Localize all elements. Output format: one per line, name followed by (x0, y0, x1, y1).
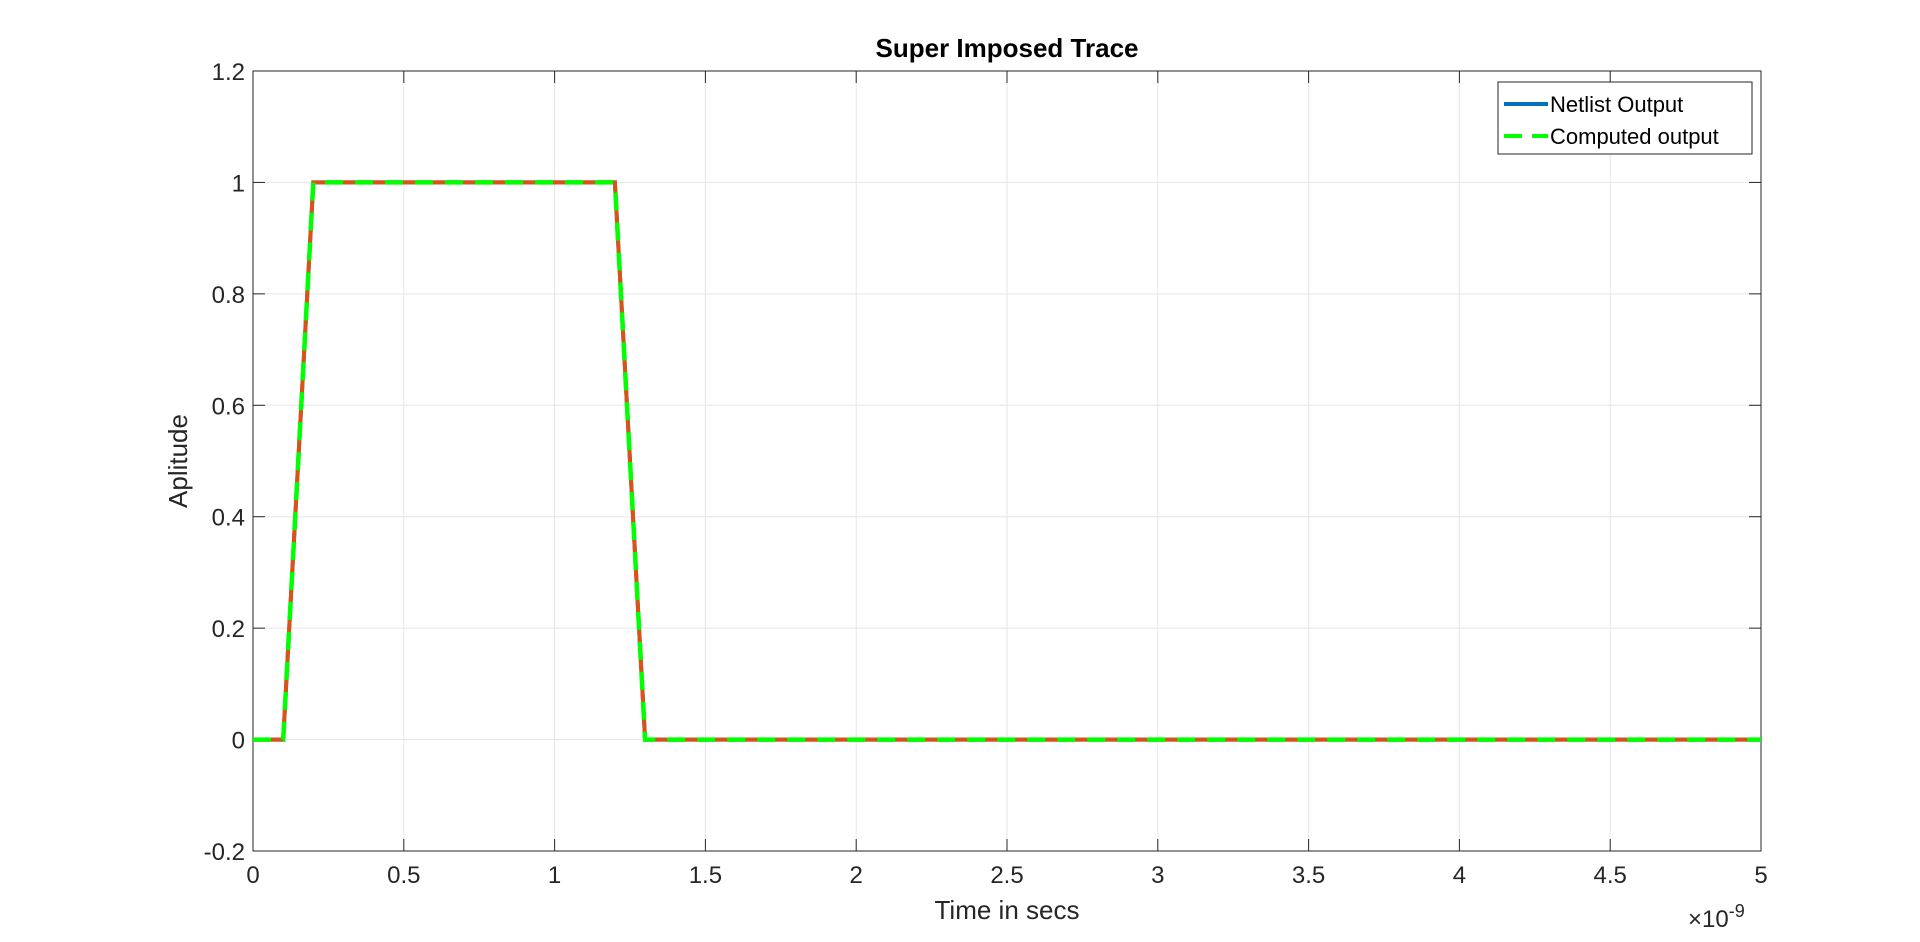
y-tick-label: 0.4 (212, 505, 245, 532)
y-tick-label: 1 (232, 170, 245, 197)
x-tick-label: 1.5 (689, 862, 722, 889)
x-tick-label: 3 (1151, 862, 1164, 889)
plot-series (253, 180, 1761, 742)
axis-ticks: 0 0.5 1 1.5 2 2.5 3 3.5 4 4.5 5-0.200.20.40.60.811… (204, 59, 1768, 889)
x-tick-label: 4.5 (1594, 862, 1627, 889)
x-axis-label: Time in secs (935, 895, 1080, 925)
y-axis-label: Aplitude (163, 414, 193, 508)
legend-box (1497, 81, 1753, 155)
legend: Netlist Output Computed output (1497, 81, 1753, 155)
legend-label: Netlist Output (1550, 92, 1683, 117)
y-tick-label: 0.8 (212, 282, 245, 309)
x-axis-exponent: ×10-9 (1688, 901, 1745, 933)
x-tick-label: 2 (850, 862, 863, 889)
legend-label: Computed output (1550, 124, 1719, 149)
chart-title: Super Imposed Trace (876, 33, 1139, 63)
y-tick-label: 0.2 (212, 616, 245, 643)
y-tick-label: 1.2 (212, 59, 245, 86)
y-tick-label: 0.6 (212, 393, 245, 420)
x-tick-label: 3.5 (1292, 862, 1325, 889)
x-tick-label: 1 (548, 862, 561, 889)
y-tick-label: 0 (232, 728, 245, 755)
x-tick-label: 2.5 (990, 862, 1023, 889)
series-line-2 (253, 180, 1761, 742)
x-tick-label: 0 (246, 862, 259, 889)
x-tick-label: 5 (1754, 862, 1767, 889)
axis-labels: Super Imposed Trace Time in secs Aplitud… (163, 33, 1745, 933)
x-exponent-power: -9 (1729, 901, 1745, 921)
x-tick-label: 4 (1453, 862, 1466, 889)
x-tick-label: 0.5 (387, 862, 420, 889)
y-tick-label: -0.2 (204, 839, 245, 866)
x-exponent-base: ×10 (1688, 906, 1729, 933)
